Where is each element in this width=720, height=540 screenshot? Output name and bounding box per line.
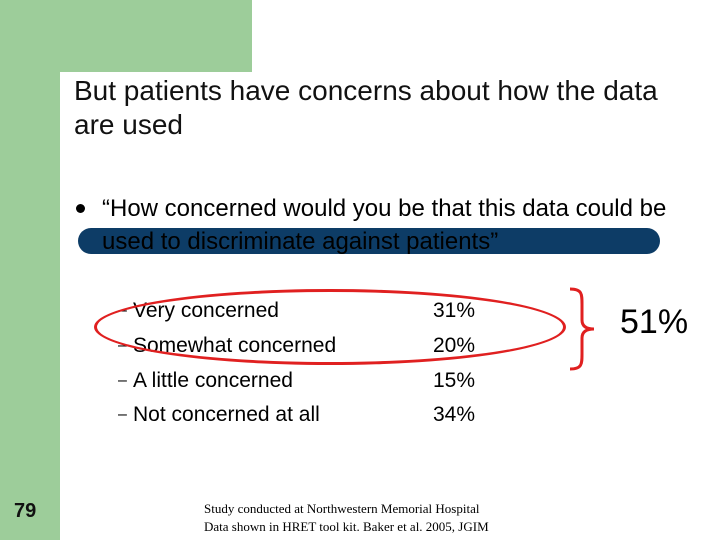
slide-title: But patients have concerns about how the… (74, 75, 658, 140)
response-value: 34% (433, 403, 476, 426)
dash-marker: – (118, 337, 127, 354)
highlight-ellipse (94, 289, 566, 365)
dash-marker: – (118, 372, 127, 389)
footnote: Study conducted at Northwestern Memorial… (204, 500, 624, 536)
bullet-dot (76, 204, 85, 213)
combined-percent: 51% (620, 303, 689, 341)
slide-number: 79 (14, 500, 37, 522)
dash-marker: – (118, 406, 127, 423)
curly-brace-icon (569, 287, 595, 371)
response-value: 15% (433, 369, 476, 392)
title-divider (78, 228, 660, 254)
footnote-line-1: Study conducted at Northwestern Memorial… (204, 501, 480, 516)
response-label: A little concerned (133, 369, 293, 392)
footnote-line-2: Data shown in HRET tool kit. Baker et al… (204, 519, 489, 534)
green-left-bar (0, 0, 60, 540)
response-label: Not concerned at all (133, 403, 320, 426)
survey-question: “How concerned would you be that this da… (102, 195, 667, 255)
